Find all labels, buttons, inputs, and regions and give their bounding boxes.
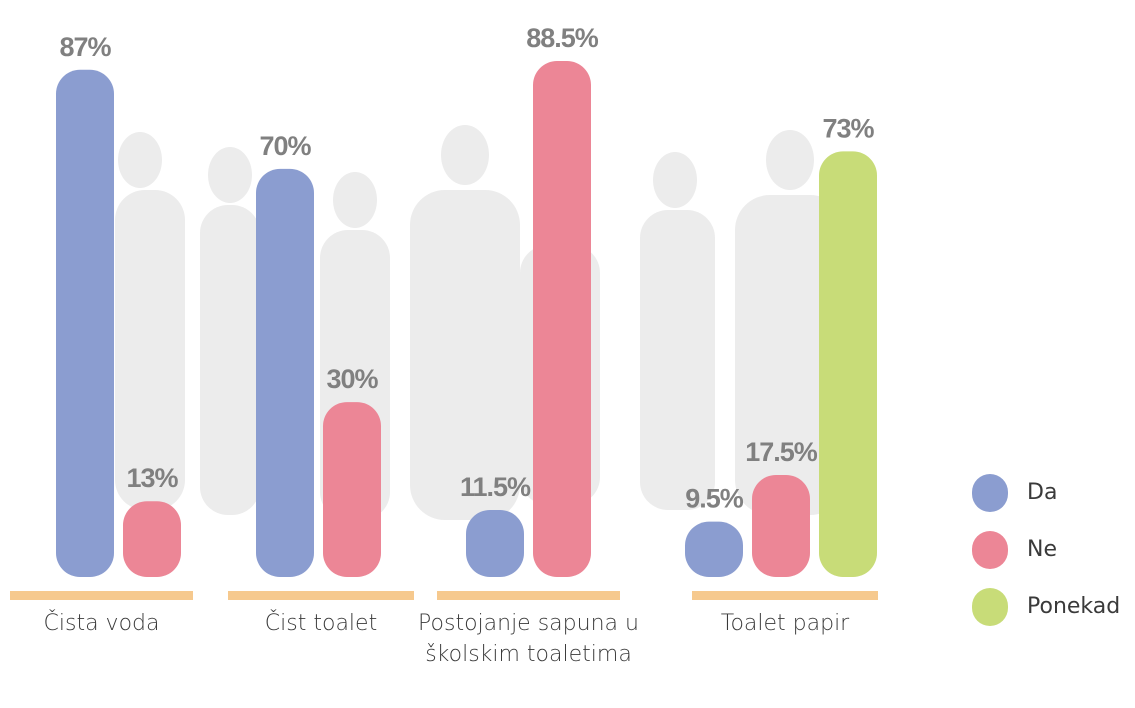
category-label: Postojanje sapuna u školskim toaletima xyxy=(414,608,644,670)
bar xyxy=(123,501,181,577)
category-underline xyxy=(437,591,620,600)
value-label: 70% xyxy=(259,131,311,161)
value-label: 88.5% xyxy=(526,23,599,53)
bar xyxy=(752,475,810,577)
legend-label: Da xyxy=(1027,480,1057,505)
bar xyxy=(533,61,591,577)
value-label: 9.5% xyxy=(685,484,744,514)
bar xyxy=(56,70,114,577)
legend-label: Ponekad xyxy=(1027,594,1120,619)
value-label: 87% xyxy=(59,32,111,62)
category-label: Čista voda xyxy=(0,608,217,639)
category-label: Čist toalet xyxy=(206,608,436,639)
bar xyxy=(256,169,314,577)
value-label: 30% xyxy=(326,364,378,394)
value-label: 17.5% xyxy=(745,437,818,467)
bar xyxy=(819,151,877,577)
legend-label: Ne xyxy=(1027,537,1057,562)
background-silhouettes xyxy=(115,125,845,520)
bar xyxy=(685,522,743,577)
legend-swatch xyxy=(972,588,1008,626)
chart: 87% 13% 70% 30% 11.5% 88.5% 9.5%17.5% 73% Da Ne Po… xyxy=(0,0,1135,708)
category-underline xyxy=(692,591,878,600)
category-label: Toalet papir xyxy=(670,608,900,639)
category-underline xyxy=(10,591,193,600)
value-label: 11.5% xyxy=(460,472,531,502)
value-label: 73% xyxy=(822,113,874,143)
bar xyxy=(466,510,524,577)
category-underline xyxy=(228,591,414,600)
bar xyxy=(323,402,381,577)
legend-swatch xyxy=(972,474,1008,512)
value-label: 13% xyxy=(126,463,178,493)
chart-canvas: 87% 13% 70% 30% 11.5% 88.5% 9.5%17.5% 73% Da Ne Po… xyxy=(0,0,1135,708)
legend-swatch xyxy=(972,531,1008,569)
